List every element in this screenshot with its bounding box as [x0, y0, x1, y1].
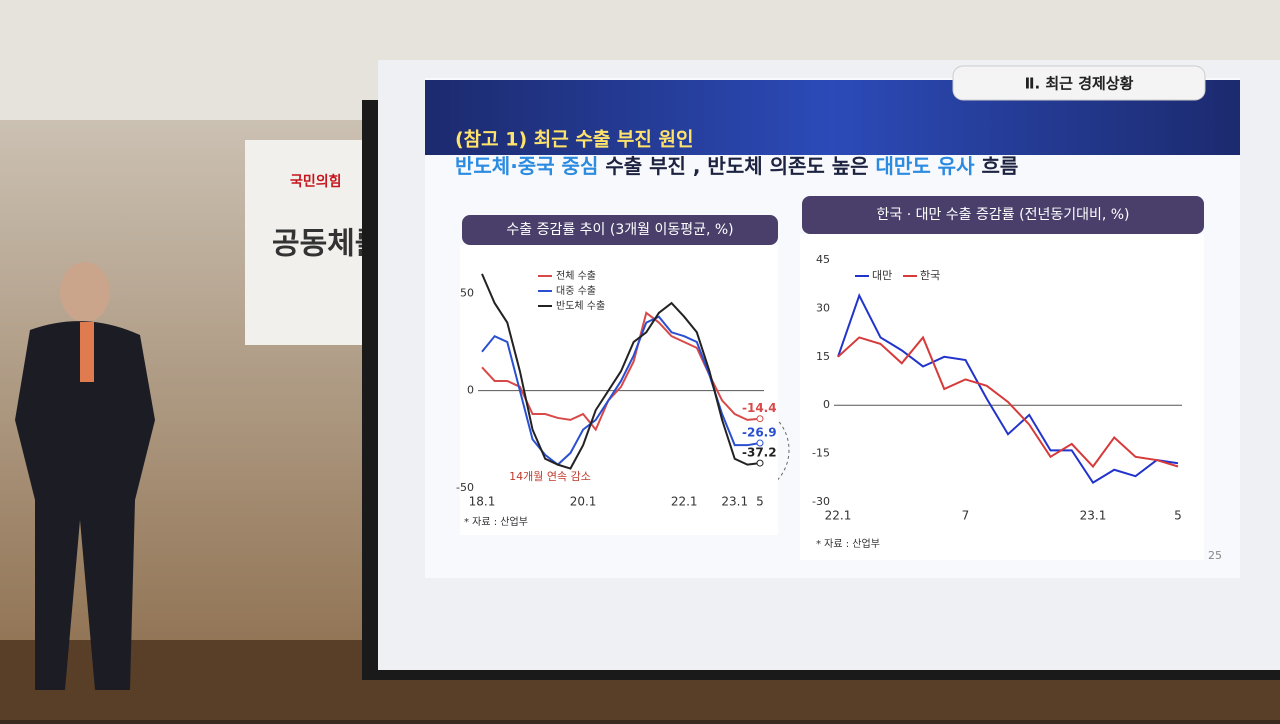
slide-title: (참고 1) 최근 수출 부진 원인 [455, 129, 693, 151]
y-tick-label: -30 [812, 495, 830, 508]
sign-logo: 국민의힘 [290, 173, 342, 190]
series-line [837, 335, 1179, 469]
series-line [481, 273, 761, 470]
legend-label: 대중 수출 [556, 285, 596, 297]
presenter-head [60, 262, 110, 322]
chart-title: 한국 · 대만 수출 증감률 (전년동기대비, %) [876, 207, 1129, 223]
chart-title: 수출 증감률 추이 (3개월 이동평균, %) [506, 222, 733, 238]
source-note: * 자료 : 산업부 [816, 537, 880, 550]
series-line [837, 292, 1179, 484]
y-tick-label: 50 [460, 286, 474, 299]
data-label: -14.4 [742, 401, 777, 415]
section-badge [952, 65, 1206, 101]
headline-part: 대만도 유사 [876, 154, 976, 178]
end-point [756, 459, 764, 467]
end-point [756, 439, 764, 447]
x-tick-label: 5 [1174, 509, 1182, 523]
x-tick-label: 23.1 [721, 495, 748, 509]
y-tick-label: 30 [816, 301, 830, 314]
x-tick-label: 22.1 [671, 495, 698, 509]
y-tick-label: 45 [816, 253, 830, 266]
y-tick-label: -50 [456, 481, 474, 494]
source-note: * 자료 : 산업부 [464, 515, 528, 528]
legend-label: 반도체 수출 [556, 300, 605, 312]
presenter-tie [80, 322, 94, 382]
section-title: Ⅱ. 최근 경제상황 [1025, 75, 1134, 93]
x-tick-label: 18.1 [469, 495, 496, 509]
presenter [15, 262, 155, 690]
page-number: 25 [1208, 549, 1222, 562]
chart-header [462, 215, 778, 245]
y-tick-label: 0 [467, 384, 474, 397]
y-tick-label: 0 [823, 398, 830, 411]
chart-header [802, 196, 1204, 234]
headline-part: 수출 부진 , 반도체 의존도 높은 [598, 154, 875, 178]
y-tick-label: -15 [812, 447, 830, 460]
end-point [756, 415, 764, 423]
headline-part: 반도체·중국 중심 [455, 154, 598, 178]
x-tick-label: 23.1 [1080, 509, 1107, 523]
data-label: -26.9 [742, 426, 777, 440]
x-tick-label: 7 [962, 509, 970, 523]
legend-label: 한국 [920, 269, 940, 282]
headline: 반도체·중국 중심 수출 부진 , 반도체 의존도 높은 대만도 유사 흐름 [455, 154, 1018, 178]
headline-part: 흐름 [974, 154, 1018, 178]
presenter-body [15, 321, 155, 690]
data-label: -37.2 [742, 446, 777, 460]
x-tick-label: 20.1 [570, 495, 597, 509]
x-tick-label: 5 [756, 495, 764, 509]
x-tick-label: 22.1 [825, 509, 852, 523]
legend-label: 전체 수출 [556, 270, 596, 282]
y-tick-label: 15 [816, 350, 830, 363]
legend-label: 대만 [872, 269, 892, 282]
annotation: 14개월 연속 감소 [509, 470, 591, 483]
banner [245, 140, 385, 345]
